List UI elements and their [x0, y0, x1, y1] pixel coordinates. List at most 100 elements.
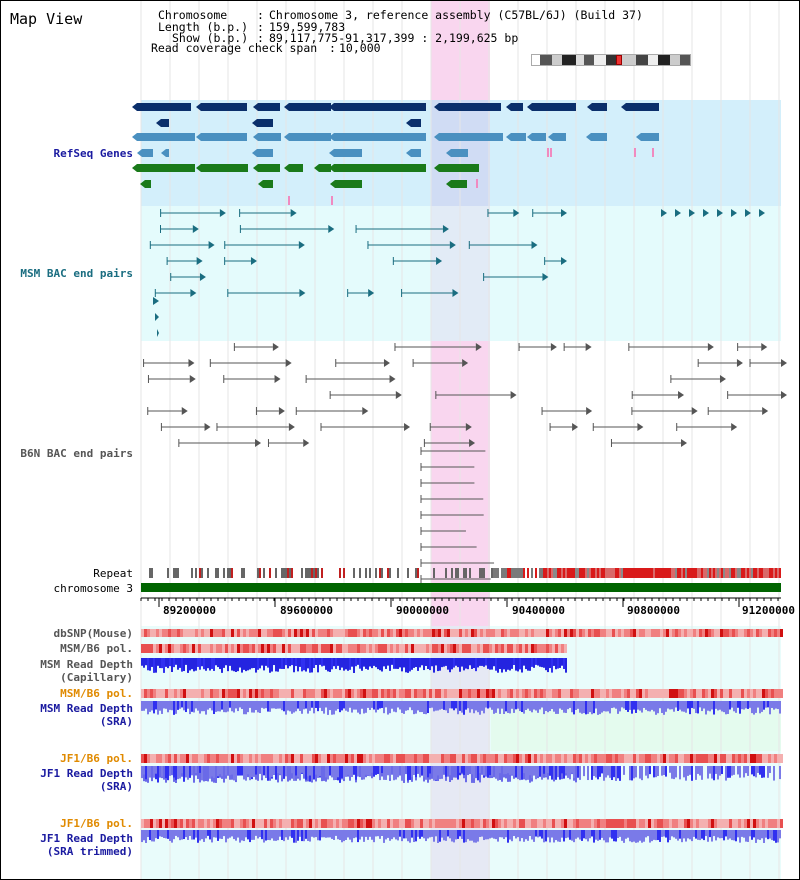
dbsnp-heat [426, 629, 429, 637]
jf1-depth-trim-bar [255, 830, 257, 836]
msm-depth-capillary-bar [259, 658, 261, 669]
jf1-b6-pol2-heat [210, 819, 213, 828]
label-chromosome[interactable]: chromosome 3 [53, 582, 133, 595]
jf1-b6-pol-heat-b [687, 754, 690, 763]
msm-depth-sra-bar [147, 701, 149, 715]
repeat-mark [631, 568, 633, 578]
refseq-gene [411, 119, 421, 127]
label-jf1-read-depth[interactable]: JF1 Read Depth (SRA) [40, 767, 133, 793]
jf1-depth-trim-bar [245, 830, 247, 838]
msm-b6-pol2-heat [480, 689, 483, 698]
jf1-b6-pol-heat-b [633, 754, 636, 763]
label-jf1-read-depth-trimmed[interactable]: JF1 Read Depth (SRA trimmed) [40, 832, 133, 858]
jf1-depth-trim-bar [585, 830, 587, 840]
jf1-depth-trim-bar [567, 830, 569, 838]
dbsnp-heat [390, 629, 393, 637]
jf1-depth-trim-bar [515, 830, 517, 839]
jf1-b6-pol-heat-b [153, 754, 156, 763]
msm-b6-pol-heat [489, 644, 492, 653]
msm-b6-pol-heat [162, 644, 165, 653]
msm-depth-capillary-bar [487, 658, 489, 669]
msm-b6-pol-heat [564, 644, 567, 653]
dbsnp-heat [744, 629, 747, 637]
msm-bac-pair-arrow [192, 225, 199, 233]
jf1-depth-bar-b [745, 766, 747, 774]
jf1-b6-pol-heat-b [252, 754, 255, 763]
msm-depth-sra-bar [351, 701, 353, 713]
b6n-bac-pair-arrow [731, 423, 738, 431]
repeat-mark [671, 568, 673, 578]
jf1-depth-trim-bar [377, 830, 379, 837]
msm-b6-pol2-heat [702, 689, 705, 698]
msm-b6-pol2-heat [672, 689, 675, 698]
jf1-depth-trim-bar [421, 830, 423, 837]
msm-depth-sra-bar [319, 701, 321, 708]
label-repeat[interactable]: Repeat [93, 567, 133, 580]
msm-depth-sra-bar [221, 701, 223, 710]
msm-b6-pol-heat [321, 644, 324, 653]
repeat-mark [565, 568, 567, 578]
msm-b6-pol-heat [171, 644, 174, 653]
jf1-depth-bar-b [201, 766, 203, 781]
jf1-b6-pol-heat-b [291, 754, 294, 763]
jf1-depth-trim-bar [423, 830, 425, 839]
dbsnp-heat [339, 629, 342, 637]
label-refseq-genes[interactable]: RefSeq Genes [53, 147, 133, 160]
dbsnp-heat [702, 629, 705, 637]
jf1-b6-pol2-heat [591, 819, 594, 828]
msm-b6-pol-heat [435, 644, 438, 653]
msm-b6-pol-heat [255, 644, 258, 653]
msm-depth-capillary-bar [553, 658, 555, 666]
msm-depth-sra-bar [473, 701, 475, 714]
label-b6n-bac-end-pairs[interactable]: B6N BAC end pairs [20, 447, 133, 460]
jf1-b6-pol2-heat [375, 819, 378, 828]
jf1-b6-pol2-heat [717, 819, 720, 828]
jf1-b6-pol2-heat [381, 819, 384, 828]
label-jf1-b6-pol-1[interactable]: JF1/B6 pol. [60, 752, 133, 765]
msm-b6-pol-heat [237, 644, 240, 653]
label-msm-read-depth-sra[interactable]: MSM Read Depth (SRA) [40, 702, 133, 728]
label-msm-bac-end-pairs[interactable]: MSM BAC end pairs [20, 267, 133, 280]
label-dbsnp[interactable]: dbSNP(Mouse) [53, 627, 133, 640]
gene-arrow [621, 103, 626, 111]
jf1-depth-bar-b [631, 766, 633, 781]
msm-depth-sra-bar [169, 701, 171, 710]
msm-b6-pol-heat [153, 644, 156, 653]
msm-b6-pol-heat [324, 644, 327, 653]
jf1-depth-bar-b [633, 766, 635, 779]
refseq-gene [626, 103, 659, 111]
msm-b6-pol2-heat [435, 689, 438, 698]
msm-depth-sra-bar [437, 701, 439, 711]
repeat-mark [605, 568, 607, 578]
label-msm-read-depth-capillary[interactable]: MSM Read Depth (Capillary) [40, 658, 133, 684]
repeat-mark [645, 568, 647, 578]
repeat-mark [491, 568, 493, 578]
msm-b6-pol2-heat [219, 689, 222, 698]
msm-depth-sra-bar [531, 701, 533, 713]
label-msm-b6-pol-2[interactable]: MSM/B6 pol. [60, 687, 133, 700]
dbsnp-heat [759, 629, 762, 637]
dbsnp-heat [630, 629, 633, 637]
jf1-depth-trim-bar [653, 830, 655, 840]
jf1-b6-pol2-heat [747, 819, 750, 828]
jf1-depth-trim-bar [341, 830, 343, 843]
repeat-mark [451, 568, 453, 578]
repeat-mark [375, 568, 377, 578]
msm-depth-sra-bar [379, 701, 381, 709]
msm-depth-sra-bar [701, 701, 703, 712]
dbsnp-heat [246, 629, 249, 637]
msm-depth-sra-bar [581, 701, 583, 714]
chromosome-ideogram[interactable] [531, 54, 691, 66]
msm-depth-sra-bar [299, 701, 301, 711]
label-msm-b6-pol-1[interactable]: MSM/B6 pol. [60, 642, 133, 655]
msm-bac-pair-arrow [250, 257, 257, 265]
jf1-depth-trim-bar [721, 830, 723, 839]
dbsnp-heat [666, 629, 669, 637]
msm-depth-capillary-bar [413, 658, 415, 668]
jf1-depth-trim-bar [669, 830, 671, 841]
msm-b6-pol-heat [273, 644, 276, 653]
jf1-depth-bar-b [495, 766, 497, 779]
label-jf1-b6-pol-2[interactable]: JF1/B6 pol. [60, 817, 133, 830]
jf1-b6-pol2-heat [552, 819, 555, 828]
repeat-mark [191, 568, 193, 578]
